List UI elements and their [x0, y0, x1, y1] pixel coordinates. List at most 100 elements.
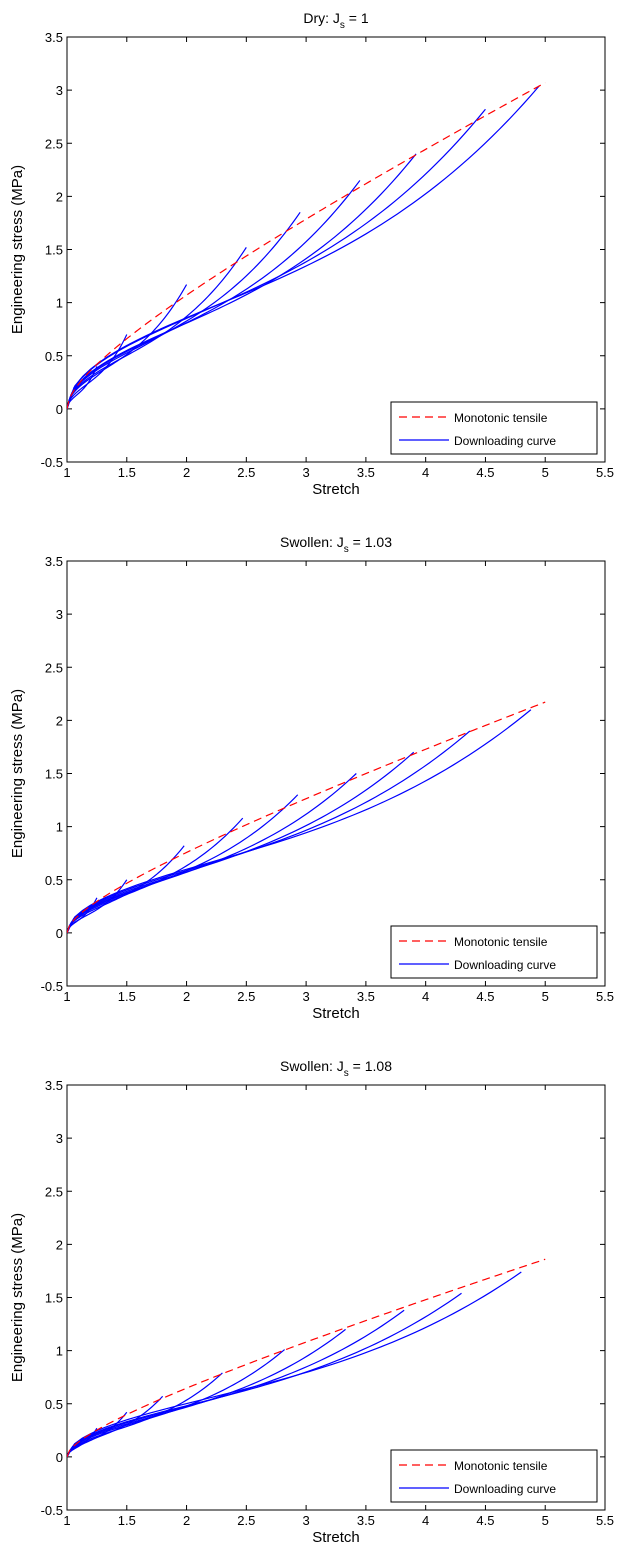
x-tick-label: 3.5 [357, 989, 375, 1004]
y-tick-label: 3.5 [45, 1078, 63, 1093]
legend-label-unloading: Downloading curve [454, 1482, 556, 1496]
x-tick-label: 4.5 [476, 989, 494, 1004]
chart-title-value: = 1 [345, 10, 369, 26]
unloading-curve-9 [67, 1271, 522, 1458]
x-tick-label: 4 [422, 989, 429, 1004]
y-tick-label: -0.5 [41, 1503, 63, 1518]
y-tick-label: 1.5 [45, 767, 63, 782]
x-tick-label: 3.5 [357, 1513, 375, 1528]
y-tick-label: 2.5 [45, 660, 63, 675]
unloading-curve-8 [67, 1292, 462, 1458]
x-axis-label: Stretch [312, 1529, 360, 1546]
axes-box [66, 1084, 606, 1511]
monotonic-curve [67, 82, 546, 410]
y-tick-label: 1 [56, 820, 63, 835]
legend-label-monotonic: Monotonic tensile [454, 411, 548, 425]
unloading-curve-3 [67, 284, 188, 410]
chart-title-subscript: s [340, 20, 345, 31]
x-tick-label: 2 [183, 465, 190, 480]
y-tick-label: 2 [56, 713, 63, 728]
plot-area [67, 1258, 546, 1458]
x-tick-label: 2 [183, 989, 190, 1004]
chart-1: Dry: Js = 1 1 1.5 2 2.5 3 3.5 4 4.5 5 5.5 -0.5 0 0.5 1… [9, 10, 614, 498]
x-tick-label: 1.5 [118, 465, 136, 480]
plot-area [67, 82, 546, 410]
y-tick-label: 3 [56, 607, 63, 622]
chart-title: Dry: Js = 1 [303, 10, 369, 31]
unloading-curve-9 [67, 85, 540, 410]
chart-title-value: = 1.08 [349, 1058, 392, 1074]
x-tick-label: 2.5 [237, 465, 255, 480]
x-axis-label: Stretch [312, 481, 360, 498]
legend: Monotonic tensile Downloading curve [390, 925, 598, 979]
legend-label-monotonic: Monotonic tensile [454, 935, 548, 949]
unloading-curve-7 [67, 153, 417, 410]
y-tick-label: 3 [56, 83, 63, 98]
x-tick-label: 1 [63, 989, 70, 1004]
y-tick-label: 1.5 [45, 243, 63, 258]
y-tick-label: 3.5 [45, 554, 63, 569]
y-tick-label: 0 [56, 402, 63, 417]
y-tick-label: 1 [56, 1344, 63, 1359]
y-tick-label: -0.5 [41, 455, 63, 470]
x-tick-label: 1 [63, 465, 70, 480]
axes-box [66, 36, 606, 463]
x-tick-label: 2.5 [237, 1513, 255, 1528]
y-tick-label: 2 [56, 1237, 63, 1252]
chart-title-subscript: s [344, 544, 349, 555]
monotonic-curve [67, 1258, 546, 1458]
x-tick-label: 5 [542, 1513, 549, 1528]
legend-box [390, 925, 598, 979]
legend-label-monotonic: Monotonic tensile [454, 1459, 548, 1473]
y-tick-label: 0.5 [45, 873, 63, 888]
y-tick-label: 0 [56, 1450, 63, 1465]
x-tick-label: 5.5 [596, 1513, 614, 1528]
chart-title-value: = 1.03 [349, 534, 392, 550]
y-tick-label: 3.5 [45, 30, 63, 45]
y-axis-label: Engineering stress (MPa) [9, 1213, 26, 1382]
chart-2: Swollen: Js = 1.03 1 1.5 2 2.5 3 3.5 4 4.5 5 5.5 -0… [9, 534, 614, 1022]
chart-title-main: Swollen: J [280, 534, 344, 550]
x-tick-label: 4 [422, 1513, 429, 1528]
monotonic-curve [67, 701, 546, 934]
unloading-curve-6 [67, 180, 361, 410]
x-tick-label: 4 [422, 465, 429, 480]
chart-title: Swollen: Js = 1.03 [280, 534, 392, 555]
legend-box [390, 401, 598, 455]
axes-box [66, 560, 606, 987]
x-tick-label: 2 [183, 1513, 190, 1528]
y-tick-label: 1 [56, 296, 63, 311]
y-axis-label: Engineering stress (MPa) [9, 689, 26, 858]
x-tick-label: 3 [302, 465, 309, 480]
legend-box [390, 1449, 598, 1503]
plot-area [67, 701, 546, 934]
legend-label-unloading: Downloading curve [454, 958, 556, 972]
x-tick-label: 5 [542, 465, 549, 480]
x-tick-label: 3 [302, 989, 309, 1004]
chart-title-main: Dry: J [303, 10, 340, 26]
y-tick-label: 2.5 [45, 136, 63, 151]
x-tick-label: 1 [63, 1513, 70, 1528]
x-tick-label: 5 [542, 989, 549, 1004]
y-tick-label: 2 [56, 189, 63, 204]
legend-label-unloading: Downloading curve [454, 434, 556, 448]
x-tick-label: 4.5 [476, 465, 494, 480]
y-tick-label: 0 [56, 926, 63, 941]
x-tick-label: 3.5 [357, 465, 375, 480]
unloading-curve-8 [67, 108, 486, 410]
chart-title-main: Swollen: J [280, 1058, 344, 1074]
x-tick-label: 5.5 [596, 989, 614, 1004]
unloading-curve-9 [67, 709, 532, 934]
x-tick-label: 2.5 [237, 989, 255, 1004]
y-tick-label: 2.5 [45, 1184, 63, 1199]
x-tick-label: 5.5 [596, 465, 614, 480]
y-tick-label: 3 [56, 1131, 63, 1146]
legend: Monotonic tensile Downloading curve [390, 1449, 598, 1503]
chart-3: Swollen: Js = 1.08 1 1.5 2 2.5 3 3.5 4 4.5 5 5.5 -0… [9, 1058, 614, 1546]
x-tick-label: 1.5 [118, 1513, 136, 1528]
x-axis-label: Stretch [312, 1005, 360, 1022]
y-tick-label: 1.5 [45, 1291, 63, 1306]
x-tick-label: 4.5 [476, 1513, 494, 1528]
x-tick-label: 1.5 [118, 989, 136, 1004]
